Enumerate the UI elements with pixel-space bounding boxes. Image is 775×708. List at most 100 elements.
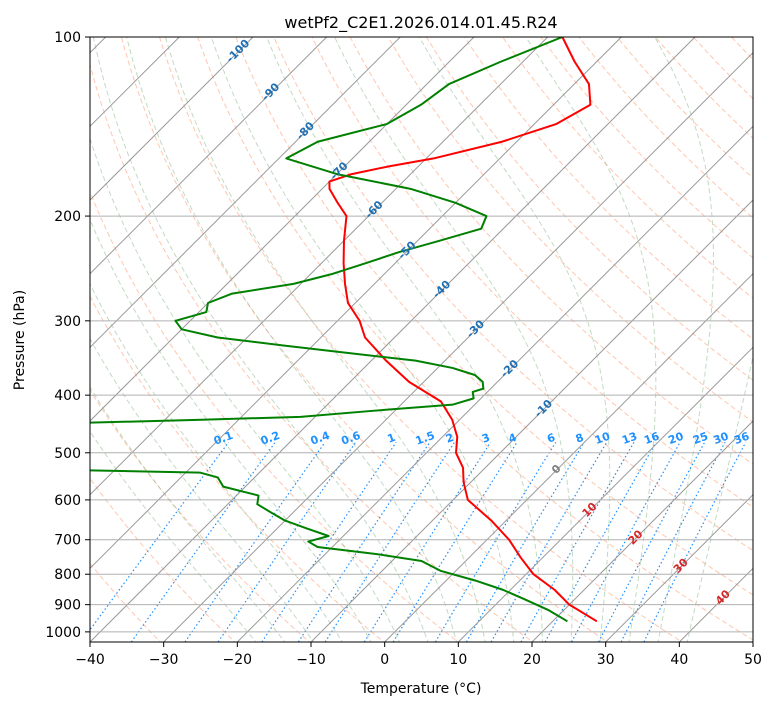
dry-adiabat bbox=[120, 37, 609, 642]
mixing-ratio-line bbox=[297, 441, 431, 642]
dry-adiabat bbox=[197, 37, 753, 641]
y-tick-label: 400 bbox=[54, 388, 81, 404]
mixing-ratio-label: 2 bbox=[444, 431, 456, 446]
isotherm-line bbox=[90, 37, 254, 201]
dry-adiabat bbox=[90, 295, 385, 642]
dry-adiabat bbox=[90, 562, 162, 642]
mixing-ratio-label: 16 bbox=[642, 429, 661, 447]
isotherm-line bbox=[384, 272, 753, 642]
mixing-ratio-label: 20 bbox=[666, 429, 685, 447]
x-tick-label: 20 bbox=[523, 652, 541, 668]
mixing-ratio-line bbox=[620, 441, 726, 642]
moist-adiabat bbox=[164, 37, 486, 642]
mixing-ratio-line bbox=[90, 441, 230, 631]
mixing-ratio-label: 1 bbox=[386, 431, 398, 446]
mixing-ratio-label: 25 bbox=[691, 430, 710, 447]
mixing-ratio-label: 13 bbox=[620, 430, 639, 447]
y-axis-title: Pressure (hPa) bbox=[12, 290, 28, 390]
plot-frame bbox=[89, 36, 754, 643]
dry-adiabat bbox=[425, 37, 753, 381]
x-tick-label: 10 bbox=[449, 652, 467, 668]
chart-title: wetPf2_C2E1.2026.014.01.45.R24 bbox=[284, 13, 557, 33]
x-axis-title: Temperature (°C) bbox=[360, 681, 482, 697]
mixing-ratio-label: 1.5 bbox=[414, 429, 437, 448]
moist-adiabat bbox=[525, 37, 657, 642]
dry-adiabat bbox=[235, 37, 753, 596]
isotherm-line bbox=[90, 37, 696, 642]
mixing-ratio-line bbox=[392, 441, 518, 642]
x-tick-label: −10 bbox=[296, 652, 326, 668]
mixing-ratio-label: 8 bbox=[574, 431, 586, 446]
moist-adiabat bbox=[90, 386, 286, 642]
mixing-ratio-label: 0.4 bbox=[309, 429, 332, 448]
moist-adiabat bbox=[90, 218, 372, 642]
moist-adiabat bbox=[266, 37, 543, 642]
moist-adiabat bbox=[686, 354, 753, 642]
y-tick-label: 100 bbox=[54, 30, 81, 46]
isotherm-line bbox=[90, 37, 622, 570]
moist-adiabat bbox=[92, 37, 429, 642]
dry-adiabat bbox=[502, 37, 753, 299]
mixing-ratio-line bbox=[544, 441, 657, 642]
mixing-ratio-line bbox=[490, 441, 608, 642]
mixing-ratio-label: 6 bbox=[545, 431, 557, 446]
y-tick-label: 300 bbox=[54, 314, 81, 330]
mixing-ratio-label: 4 bbox=[507, 431, 519, 446]
y-tick-label: 1000 bbox=[45, 625, 81, 641]
isotherm-line bbox=[310, 199, 753, 642]
mixing-ratio-line bbox=[324, 441, 456, 642]
isotherm-line bbox=[236, 125, 753, 642]
mixing-ratio-line bbox=[261, 441, 397, 642]
temperature-line bbox=[328, 37, 598, 623]
mixing-ratio-line bbox=[520, 441, 635, 642]
mixing-ratio-label: 30 bbox=[712, 429, 731, 447]
y-tick-label: 600 bbox=[54, 493, 81, 509]
moist-adiabat bbox=[90, 282, 343, 642]
moist-adiabat bbox=[418, 37, 611, 642]
isotherm-line bbox=[90, 37, 475, 422]
mixing-ratio-line bbox=[363, 441, 492, 642]
mixing-ratio-label: 3 bbox=[480, 431, 492, 446]
isotherm-line bbox=[90, 37, 328, 275]
mixing-ratio-line bbox=[465, 441, 585, 642]
x-tick-label: 40 bbox=[670, 652, 688, 668]
mixing-ratio-label: 0.2 bbox=[259, 429, 282, 448]
dry-adiabat bbox=[158, 37, 683, 642]
isotherm-line bbox=[90, 37, 401, 349]
moist-adiabat bbox=[210, 37, 515, 642]
dry-adiabat bbox=[90, 62, 534, 642]
dry-adiabat bbox=[90, 190, 460, 642]
y-tick-label: 800 bbox=[54, 567, 81, 583]
x-tick-label: −20 bbox=[223, 652, 253, 668]
isotherm-line bbox=[531, 420, 753, 642]
x-tick-label: 50 bbox=[744, 652, 762, 668]
mixing-ratio-line bbox=[130, 441, 276, 642]
dry-adiabat bbox=[387, 37, 753, 423]
x-tick-label: 30 bbox=[597, 652, 615, 668]
x-tick-label: 0 bbox=[380, 652, 389, 668]
moist-adiabat bbox=[654, 37, 714, 642]
isotherm-line bbox=[90, 37, 549, 496]
mixing-ratio-label: 10 bbox=[593, 429, 612, 447]
isotherm-line bbox=[163, 51, 753, 642]
moist-adiabat bbox=[90, 137, 401, 642]
x-tick-label: −40 bbox=[75, 652, 105, 668]
mixing-ratio-line bbox=[434, 441, 557, 642]
y-tick-label: 700 bbox=[54, 533, 81, 549]
moist-adiabat bbox=[90, 430, 257, 642]
mixing-ratio-label: 36 bbox=[732, 429, 751, 447]
mixing-ratio-label: 0.6 bbox=[340, 429, 363, 448]
moist-adiabat bbox=[90, 337, 315, 642]
y-tick-label: 900 bbox=[54, 598, 81, 614]
mixing-ratio-line bbox=[643, 441, 747, 642]
x-tick-label: −30 bbox=[149, 652, 179, 668]
dry-adiabat bbox=[311, 37, 753, 508]
dewpoint-line bbox=[90, 37, 568, 623]
isotherm-line bbox=[457, 346, 753, 642]
mixing-ratio-label: 0.1 bbox=[212, 429, 235, 448]
y-tick-label: 200 bbox=[54, 209, 81, 225]
isotherm-line bbox=[605, 493, 753, 642]
moist-adiabat bbox=[126, 37, 458, 642]
moist-adiabat bbox=[334, 37, 574, 642]
